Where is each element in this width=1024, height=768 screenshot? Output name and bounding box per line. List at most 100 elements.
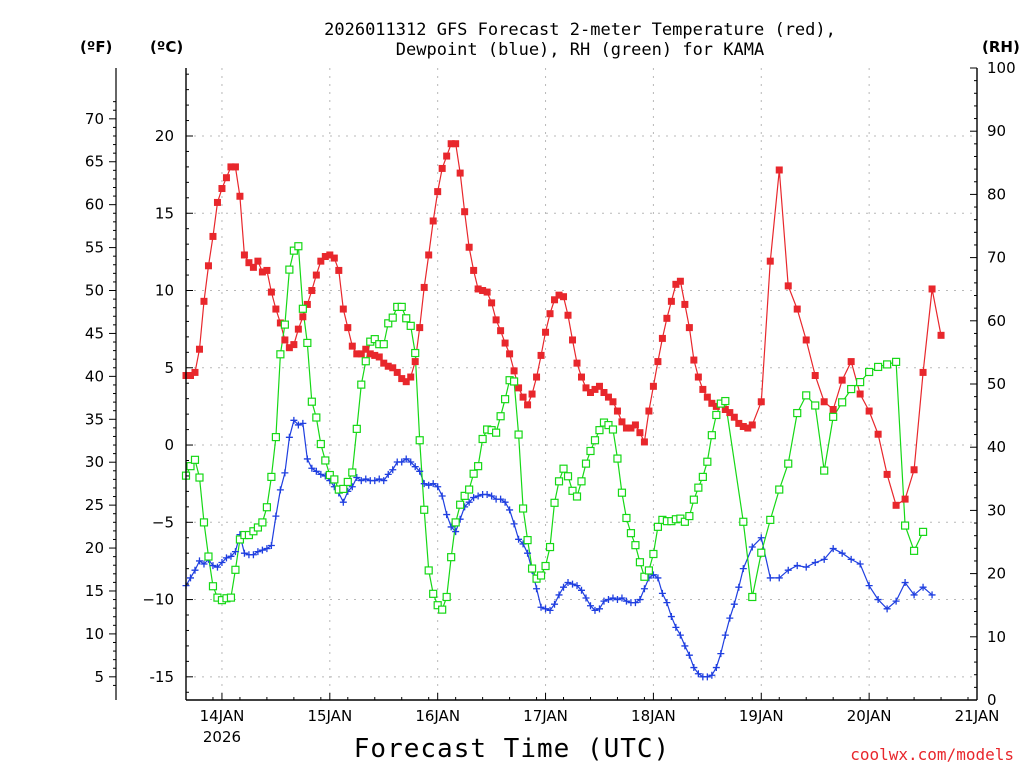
- temperature-point: [811, 372, 819, 380]
- temperature-point: [573, 359, 581, 367]
- temperature-point: [209, 232, 217, 240]
- rh-point: [339, 484, 348, 494]
- rh-point: [195, 473, 204, 482]
- dewpoint-point: [213, 563, 221, 571]
- rh-point: [563, 472, 573, 481]
- temperature-point: [703, 393, 711, 401]
- dewpoint-point: [560, 583, 568, 591]
- dewpoint-point: [564, 579, 572, 587]
- temperature-point: [820, 398, 828, 406]
- temperature-point: [321, 253, 329, 261]
- temperature-point: [838, 376, 846, 384]
- temperature-point: [681, 300, 689, 308]
- dewpoint-point: [609, 594, 617, 602]
- temperature-point: [384, 362, 392, 370]
- dewpoint-point: [546, 606, 554, 614]
- rh-point: [415, 436, 424, 445]
- dewpoint-point: [595, 605, 603, 613]
- dewpoint-point: [312, 467, 320, 475]
- dewpoint-point: [654, 574, 662, 582]
- dewpoint-point: [604, 596, 612, 604]
- temperature-point: [555, 291, 563, 299]
- temperature-point: [411, 358, 419, 366]
- temperature-point: [901, 495, 909, 503]
- dewpoint-point: [883, 605, 891, 613]
- temperature-point: [672, 280, 680, 288]
- dewpoint-point: [757, 534, 765, 542]
- temperature-point: [204, 262, 212, 270]
- temperature-point: [865, 407, 873, 415]
- dewpoint-point: [667, 613, 675, 621]
- dewpoint-point: [254, 548, 262, 556]
- temperature-point: [676, 277, 684, 285]
- dewpoint-point: [483, 490, 491, 498]
- dewpoint-point: [362, 475, 370, 483]
- temperature-point: [312, 271, 320, 279]
- temperature-point: [303, 300, 311, 308]
- dewpoint-point: [775, 574, 783, 582]
- rh-point: [285, 265, 294, 274]
- rh-point: [712, 410, 721, 420]
- rh-point: [325, 470, 334, 480]
- x-tick-label: 20JAN: [847, 707, 892, 725]
- temperature-point: [627, 424, 635, 432]
- rh-point: [918, 527, 928, 536]
- temperature-point: [663, 314, 671, 322]
- temperature-point: [290, 341, 298, 349]
- dewpoint-point: [506, 506, 514, 514]
- temperature-point: [429, 217, 437, 225]
- dewpoint-point: [348, 483, 356, 491]
- rh-point: [631, 541, 640, 550]
- temperature-point: [335, 266, 343, 274]
- temperature-point: [294, 325, 302, 333]
- temperature-point: [186, 372, 194, 380]
- temperature-point: [447, 140, 455, 148]
- rh-point: [348, 468, 357, 477]
- dewpoint-point: [384, 470, 392, 478]
- dewpoint-point: [240, 549, 248, 557]
- rh-point: [865, 367, 874, 377]
- dewpoint-point: [524, 549, 532, 557]
- dewpoint-point: [389, 466, 397, 474]
- temperature-point: [380, 359, 388, 367]
- rh-point: [820, 466, 829, 475]
- rh-point: [388, 313, 397, 322]
- temperature-point: [618, 418, 626, 426]
- temperature-point: [613, 407, 621, 415]
- rh-point: [280, 320, 289, 329]
- rh-point: [469, 469, 478, 478]
- temperature-point: [586, 388, 594, 396]
- temperature-point: [272, 305, 280, 313]
- dewpoint-point: [317, 470, 325, 478]
- temperature-point: [649, 382, 657, 390]
- dewpoint-point: [447, 523, 455, 531]
- temperature-point: [317, 257, 325, 265]
- temperature-point: [542, 328, 550, 336]
- rh-point: [397, 302, 406, 311]
- dewpoint-point: [690, 664, 698, 672]
- rh-point: [698, 472, 707, 482]
- dewpoint-point: [672, 623, 680, 631]
- temperature-point: [595, 382, 603, 390]
- celsius-tick-label: −10: [142, 591, 174, 609]
- rh-point: [226, 593, 236, 602]
- rh-point: [545, 542, 555, 552]
- rh-tick-label: 60: [987, 312, 1006, 330]
- temperature-point: [919, 368, 927, 376]
- fahrenheit-tick-label: 25: [85, 496, 104, 514]
- dewpoint-point: [649, 571, 657, 579]
- dewpoint-point: [730, 600, 738, 608]
- temperature-point: [339, 305, 347, 313]
- temperature-point: [537, 351, 545, 359]
- rh-point: [289, 246, 298, 255]
- rh-point: [518, 504, 528, 513]
- dewpoint-series-line: [185, 419, 933, 678]
- rh-point: [527, 564, 537, 573]
- temperature-point: [375, 353, 383, 361]
- dewpoint-point: [865, 582, 873, 590]
- dewpoint-point: [276, 486, 284, 494]
- dewpoint-point: [209, 562, 217, 570]
- rh-point: [626, 529, 636, 538]
- dewpoint-point: [663, 599, 671, 607]
- dewpoint-point: [281, 469, 289, 477]
